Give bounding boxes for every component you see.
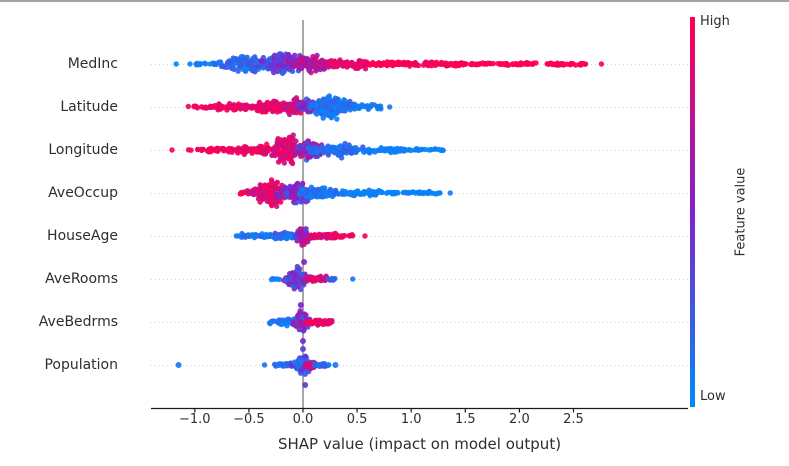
window-top-border	[0, 0, 789, 2]
feature-label-medinc: MedInc	[67, 56, 118, 72]
feature-label-population: Population	[44, 357, 118, 373]
x-tick--1: −1.0	[179, 412, 211, 427]
feature-label-aveoccup: AveOccup	[48, 185, 118, 201]
colorbar-low-label: Low	[700, 389, 726, 404]
x-tick--0.5: −0.5	[233, 412, 265, 427]
x-tick-0.5: 0.5	[346, 412, 368, 427]
x-tick-0: 0.0	[292, 412, 314, 427]
x-tick-1: 1.0	[400, 412, 422, 427]
feature-label-houseage: HouseAge	[47, 228, 118, 244]
feature-label-latitude: Latitude	[60, 99, 118, 115]
colorbar-gradient	[690, 17, 695, 407]
feature-label-avebedrms: AveBedrms	[38, 314, 118, 330]
x-tick-2.5: 2.5	[563, 412, 584, 427]
x-axis-title: SHAP value (impact on model output)	[277, 435, 562, 453]
colorbar-title: Feature value	[733, 167, 749, 257]
x-tick-2: 2.0	[509, 412, 530, 427]
feature-label-longitude: Longitude	[48, 142, 118, 158]
feature-label-averooms: AveRooms	[45, 271, 118, 287]
x-tick-1.5: 1.5	[454, 412, 476, 427]
colorbar-high-label: High	[700, 14, 730, 29]
